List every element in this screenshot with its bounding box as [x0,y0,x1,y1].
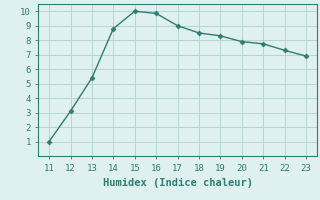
X-axis label: Humidex (Indice chaleur): Humidex (Indice chaleur) [103,178,252,188]
